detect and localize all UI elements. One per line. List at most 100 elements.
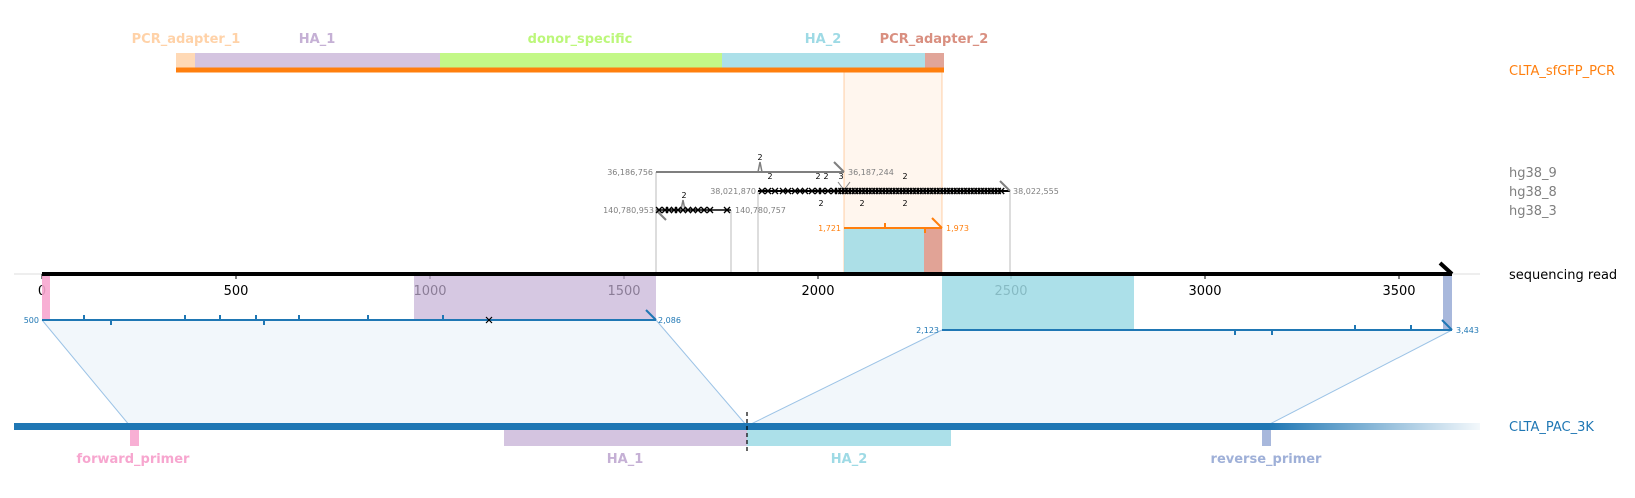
- pac-reference-line-fade: [1269, 423, 1480, 430]
- mismatch-mark: [824, 187, 832, 195]
- read-tick-label: 500: [224, 284, 249, 299]
- sequencing-read: 0 500 1000 1500 2000 2500 3000 3500: [14, 261, 1480, 299]
- mismatch-mark: [808, 187, 816, 195]
- pac-forward-primer-region: [130, 430, 139, 446]
- pcr-ha2-label: HA_2: [805, 32, 842, 47]
- mismatch-mark: [771, 187, 779, 195]
- pac-alignment-2: 2,123 3,443: [746, 276, 1479, 427]
- mismatch-mark: [694, 206, 702, 214]
- pac-reverse-primer-label: reverse_primer: [1211, 452, 1323, 467]
- pcr-donor-specific-label: donor_specific: [528, 32, 633, 47]
- pcr-aligned-ha2-block: [844, 229, 924, 274]
- hg38-8-indel-count: 2: [767, 172, 772, 181]
- pcr-ha2-region: [722, 53, 925, 68]
- pac2-arrowhead: [1441, 319, 1453, 331]
- pcr-adapter-1-label: PCR_adapter_1: [132, 32, 241, 47]
- pcr-alignment-end-label: 1,973: [946, 224, 969, 233]
- pcr-alignment: 1,721 1,973: [818, 217, 969, 274]
- mismatch-mark: [684, 206, 692, 214]
- hg38-8-reference-name: hg38_8: [1509, 185, 1557, 200]
- hg38-9-arrowhead: [833, 161, 845, 173]
- hg38-8-arrowhead: [999, 180, 1011, 192]
- pcr-reference-name: CLTA_sfGFP_PCR: [1509, 64, 1615, 79]
- pcr-adapter-2-region: [925, 53, 944, 68]
- pcr-aligned-adapter2-block: [924, 229, 942, 274]
- pcr-donor-specific-region: [440, 53, 722, 68]
- mismatch-mark: [706, 206, 714, 214]
- pcr-adapter-1-region: [176, 53, 195, 68]
- pac2-ha2-block: [942, 276, 1134, 330]
- mismatch-mark: [689, 206, 697, 214]
- pac1-start-label: 500: [24, 316, 39, 325]
- reference-name-labels: CLTA_sfGFP_PCR hg38_9 hg38_8 hg38_3 sequ…: [1509, 64, 1617, 435]
- hg38-3-mismatch-marks: [655, 206, 731, 214]
- hg38-9-end-label: 36,187,244: [848, 168, 894, 177]
- hg38-8-indel-count: 3: [838, 172, 843, 181]
- pac1-projection-band: [42, 320, 747, 426]
- mismatch-mark: [665, 206, 673, 214]
- read-tick-label: 3500: [1382, 284, 1415, 299]
- mismatch-mark: [700, 206, 708, 214]
- pac-ha1-region: [504, 430, 747, 446]
- pac2-reverse-primer-block: [1443, 276, 1452, 330]
- hg38-3-indel-count: 2: [681, 191, 686, 200]
- pcr-reference-line: [176, 67, 944, 73]
- pac2-mismatch-ticks: [1234, 325, 1412, 335]
- hg38-3-end-label: 140,780,757: [735, 206, 786, 215]
- mismatch-mark: [758, 187, 766, 195]
- hg38-9-start-label: 36,186,756: [607, 168, 653, 177]
- pac1-projection-edge: [655, 319, 748, 427]
- hg38-8-alignment: 38,021,870 38,022,555 2 2 2 3 2 2 2 2: [710, 172, 1059, 208]
- mismatch-mark: [796, 187, 804, 195]
- pcr-reference: PCR_adapter_1 HA_1 donor_specific HA_2 P…: [132, 32, 989, 73]
- hg38-8-mismatch-marks: [758, 187, 1005, 195]
- pac2-projection-edge: [746, 329, 943, 427]
- pac1-forward-primer-block: [42, 276, 50, 320]
- mismatch-mark: [997, 187, 1005, 195]
- read-tick-label: 3000: [1188, 284, 1221, 299]
- mismatch-mark: [818, 187, 826, 195]
- hg38-8-indel-count: 2: [859, 199, 864, 208]
- hg38-8-indel-count: 2: [823, 172, 828, 181]
- pac2-end-label: 3,443: [1456, 326, 1479, 335]
- hg38-9-indel-count: 2: [757, 153, 762, 162]
- hg38-8-indel-count: 2: [902, 199, 907, 208]
- mismatch-mark: [779, 187, 787, 195]
- mismatch-mark: [655, 206, 663, 214]
- hg38-8-indel-count: 2: [815, 172, 820, 181]
- pac1-projection-edge: [41, 319, 131, 427]
- pac1-end-label: 2,086: [658, 316, 681, 325]
- pac2-start-label: 2,123: [916, 326, 939, 335]
- hg38-9-alignment: 2 36,186,756 36,187,244: [607, 153, 894, 177]
- pac-reverse-primer-region: [1262, 430, 1271, 446]
- mismatch-mark: [791, 187, 799, 195]
- pac-ha2-region: [747, 430, 951, 446]
- pac1-ha1-block: [414, 276, 656, 320]
- pac1-mismatch-x: [485, 316, 493, 324]
- hg38-8-indel-count: 2: [818, 199, 823, 208]
- pac-ha1-label: HA_1: [607, 452, 644, 467]
- hg38-3-insertion-mark: [680, 199, 686, 211]
- pac-forward-primer-label: forward_primer: [77, 452, 191, 467]
- pac1-arrowhead: [645, 309, 657, 321]
- mismatch-mark: [764, 187, 772, 195]
- pcr-alignment-start-label: 1,721: [818, 224, 841, 233]
- pac2-projection-band: [747, 330, 1452, 426]
- pcr-ha1-label: HA_1: [299, 32, 336, 47]
- read-arrowhead: [1438, 261, 1454, 276]
- hg38-8-indel-count: 2: [902, 172, 907, 181]
- mismatch-mark: [674, 206, 682, 214]
- pcr-ha1-region: [195, 53, 440, 68]
- hg38-3-reference-name: hg38_3: [1509, 204, 1557, 219]
- hg38-9-insertion-mark: [757, 161, 763, 173]
- pac-reference-name: CLTA_PAC_3K: [1509, 420, 1594, 435]
- pcr-adapter-2-label: PCR_adapter_2: [880, 32, 989, 47]
- read-tick-label: 2000: [801, 284, 834, 299]
- hg38-8-start-label: 38,021,870: [710, 187, 756, 196]
- pac-reference-line: [14, 423, 1269, 430]
- mismatch-mark: [679, 206, 687, 214]
- pac2-projection-edge: [1265, 329, 1453, 427]
- mismatch-mark: [723, 206, 731, 214]
- hg38-9-reference-name: hg38_9: [1509, 166, 1557, 181]
- mismatch-mark: [784, 187, 792, 195]
